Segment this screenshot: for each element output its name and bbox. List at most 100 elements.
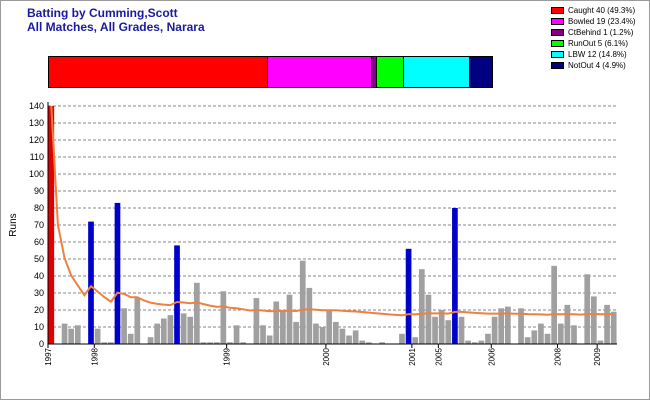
runs-bar xyxy=(557,323,564,344)
legend-label-caught: Caught 40 (49.3%) xyxy=(568,6,636,15)
dismissal-segment-5 xyxy=(470,57,492,87)
runs-bar xyxy=(438,310,445,344)
runs-bar xyxy=(299,260,306,344)
runs-bar xyxy=(194,282,200,344)
runs-bar xyxy=(584,274,591,344)
runs-bar xyxy=(518,308,524,344)
runs-bar xyxy=(564,304,571,344)
y-tick-label: 70 xyxy=(34,220,44,230)
runs-bar xyxy=(114,202,121,344)
runs-bar xyxy=(412,337,419,344)
legend-item-caught: Caught 40 (49.3%) xyxy=(551,5,636,16)
x-tick-label: 2006 xyxy=(487,347,496,365)
dismissal-segment-2 xyxy=(372,57,378,87)
dismissal-segment-0 xyxy=(49,57,269,87)
dismissal-segment-4 xyxy=(404,57,471,87)
legend-item-lbw: LBW 12 (14.8%) xyxy=(551,49,636,60)
runs-bar xyxy=(108,342,114,344)
legend: Caught 40 (49.3%) Bowled 19 (23.4%) CtBe… xyxy=(551,5,636,71)
runs-bar xyxy=(88,221,94,344)
runs-bar xyxy=(94,328,101,344)
legend-swatch-caught xyxy=(551,7,564,14)
runs-bar xyxy=(352,330,359,344)
runs-bar xyxy=(452,208,458,344)
runs-bar xyxy=(571,325,577,344)
x-tick-label: 2000 xyxy=(322,347,331,365)
runs-bar xyxy=(147,337,154,344)
runs-bar xyxy=(306,287,313,344)
runs-bar xyxy=(478,340,485,344)
runs-bar xyxy=(418,269,425,344)
runs-bar xyxy=(273,301,280,344)
legend-swatch-notout xyxy=(551,62,564,69)
runs-bar xyxy=(227,342,233,344)
runs-bar xyxy=(590,296,597,344)
runs-bar xyxy=(121,308,127,344)
legend-swatch-bowled xyxy=(551,18,564,25)
runs-bar xyxy=(260,325,266,344)
runs-bar xyxy=(48,106,55,344)
runs-bar xyxy=(498,308,505,344)
legend-label-bowled: Bowled 19 (23.4%) xyxy=(568,17,636,26)
y-tick-label: 140 xyxy=(29,101,44,111)
runs-bar xyxy=(68,328,75,344)
y-tick-label: 100 xyxy=(29,169,44,179)
legend-swatch-ctbehind xyxy=(551,29,564,36)
runs-bar xyxy=(339,328,346,344)
y-tick-label: 80 xyxy=(34,203,44,213)
runs-bar xyxy=(167,315,174,344)
runs-bar xyxy=(359,340,366,344)
x-tick-label: 1999 xyxy=(223,347,232,365)
chart-title-line1: Batting by Cumming,Scott xyxy=(27,6,178,20)
y-tick-label: 130 xyxy=(29,118,44,128)
y-tick-label: 50 xyxy=(34,254,44,264)
x-tick-label: 2001 xyxy=(408,347,417,365)
y-axis-label: Runs xyxy=(8,213,19,236)
runs-bar xyxy=(366,342,372,344)
runs-bar xyxy=(313,323,319,344)
legend-label-lbw: LBW 12 (14.8%) xyxy=(568,50,627,59)
runs-bar xyxy=(101,342,108,344)
dismissal-segment-3 xyxy=(377,57,405,87)
y-tick-label: 10 xyxy=(34,322,44,332)
runs-bar xyxy=(207,342,213,344)
legend-item-bowled: Bowled 19 (23.4%) xyxy=(551,16,636,27)
x-tick-label: 2009 xyxy=(593,347,602,365)
runs-bar xyxy=(266,335,273,344)
runs-bar xyxy=(134,298,141,344)
runs-bar xyxy=(610,311,617,344)
y-tick-label: 20 xyxy=(34,305,44,315)
dismissal-segment-1 xyxy=(268,57,373,87)
runs-bar xyxy=(160,318,167,344)
legend-swatch-runout xyxy=(551,40,564,47)
y-tick-label: 120 xyxy=(29,135,44,145)
runs-bar xyxy=(405,248,412,344)
runs-bar xyxy=(319,327,326,344)
runs-bar xyxy=(458,316,465,344)
legend-label-runout: RunOut 5 (6.1%) xyxy=(568,39,629,48)
runs-bar xyxy=(326,310,333,344)
runs-bar xyxy=(61,323,68,344)
runs-bar xyxy=(187,316,194,344)
runs-bar xyxy=(425,294,432,344)
runs-bar xyxy=(504,306,511,344)
runs-bar xyxy=(240,342,247,344)
runs-bar xyxy=(604,304,610,344)
runs-bar xyxy=(74,325,81,344)
y-tick-label: 40 xyxy=(34,271,44,281)
x-tick-label: 2005 xyxy=(434,347,443,365)
runs-bar xyxy=(233,325,240,344)
runs-bar xyxy=(551,265,557,344)
runs-bar xyxy=(253,298,260,344)
y-tick-label: 30 xyxy=(34,288,44,298)
y-tick-label: 0 xyxy=(39,339,44,349)
runs-bar xyxy=(544,333,551,344)
x-tick-label: 1997 xyxy=(44,347,53,365)
runs-bar xyxy=(432,316,438,344)
runs-bar xyxy=(465,340,471,344)
runs-bar xyxy=(471,342,478,344)
average-line xyxy=(50,105,614,317)
runs-bar xyxy=(332,321,339,344)
runs-bar xyxy=(346,335,352,344)
